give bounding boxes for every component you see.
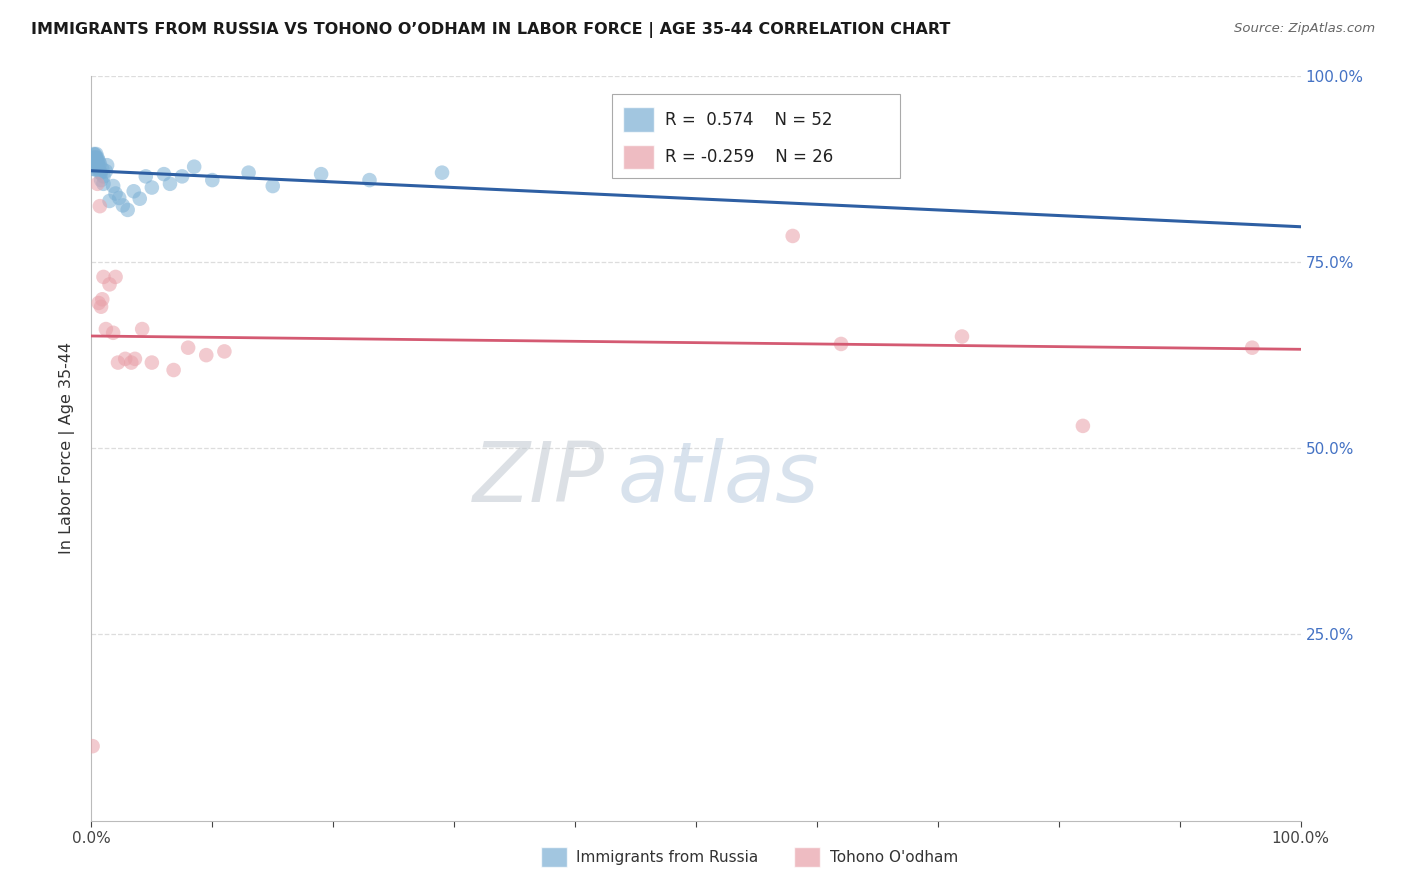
Text: R = -0.259    N = 26: R = -0.259 N = 26 [665, 148, 834, 166]
Point [83, 154, 105, 169]
Point [90, 300, 112, 314]
Point [84, 151, 107, 165]
Point [87, 158, 110, 172]
Point [104, 186, 127, 201]
Point [84, 153, 107, 168]
Point [117, 202, 139, 217]
Point [91, 293, 114, 307]
Point [82, 161, 104, 176]
Point [195, 348, 218, 362]
Point [86, 177, 108, 191]
Point [159, 177, 181, 191]
Point [177, 341, 200, 355]
Point [87, 296, 110, 310]
Point [201, 173, 224, 187]
Point [83, 158, 105, 172]
Point [84, 157, 107, 171]
Point [104, 269, 127, 284]
Point [120, 355, 142, 369]
Text: Immigrants from Russia: Immigrants from Russia [576, 850, 759, 864]
Point [172, 169, 194, 184]
Point [83, 151, 105, 165]
Point [82, 151, 104, 165]
Point [950, 329, 973, 343]
Point [93, 177, 115, 191]
Point [86, 151, 108, 165]
Point [162, 363, 184, 377]
Point [83, 161, 105, 176]
Text: Tohono O'odham: Tohono O'odham [830, 850, 957, 864]
Text: ZIP: ZIP [474, 437, 605, 518]
Point [124, 351, 146, 366]
Point [94, 322, 117, 336]
Point [128, 192, 150, 206]
Point [214, 344, 236, 359]
Point [98, 194, 121, 208]
Text: Source: ZipAtlas.com: Source: ZipAtlas.com [1234, 22, 1375, 36]
Point [90, 173, 112, 187]
Point [782, 229, 804, 244]
Point [84, 158, 107, 172]
Point [1241, 341, 1264, 355]
Point [96, 158, 118, 172]
Point [359, 173, 381, 187]
Y-axis label: In Labor Force | Age 35-44: In Labor Force | Age 35-44 [59, 343, 76, 554]
Point [108, 191, 131, 205]
Point [89, 157, 111, 171]
Point [262, 179, 284, 194]
Text: atlas: atlas [617, 437, 820, 518]
Point [101, 179, 124, 194]
Point [141, 355, 163, 369]
Point [1071, 418, 1094, 433]
Point [89, 166, 111, 180]
Point [84, 155, 107, 169]
Text: IMMIGRANTS FROM RUSSIA VS TOHONO O’ODHAM IN LABOR FORCE | AGE 35-44 CORRELATION : IMMIGRANTS FROM RUSSIA VS TOHONO O’ODHAM… [31, 22, 950, 38]
Point [86, 153, 108, 168]
Point [830, 337, 852, 351]
Point [141, 180, 163, 194]
Point [309, 167, 332, 181]
Point [153, 167, 176, 181]
Point [94, 164, 117, 178]
Point [122, 184, 145, 198]
Point [89, 199, 111, 213]
Point [84, 151, 107, 165]
Point [430, 166, 453, 180]
Point [84, 147, 107, 161]
Point [87, 153, 110, 168]
Text: R =  0.574    N = 52: R = 0.574 N = 52 [665, 111, 832, 128]
Point [93, 269, 115, 284]
Point [91, 161, 114, 176]
Point [183, 160, 205, 174]
Point [86, 157, 108, 171]
Point [131, 322, 153, 336]
Point [90, 166, 112, 180]
Point [111, 198, 134, 212]
Point [93, 169, 115, 184]
Point [83, 147, 105, 161]
Point [82, 154, 104, 169]
Point [107, 355, 129, 369]
Point [101, 326, 124, 340]
Point [114, 351, 136, 366]
Point [135, 169, 157, 184]
Point [84, 160, 107, 174]
Point [238, 166, 260, 180]
Point [82, 158, 104, 172]
Point [84, 148, 107, 162]
Point [98, 277, 121, 292]
Point [82, 739, 104, 753]
